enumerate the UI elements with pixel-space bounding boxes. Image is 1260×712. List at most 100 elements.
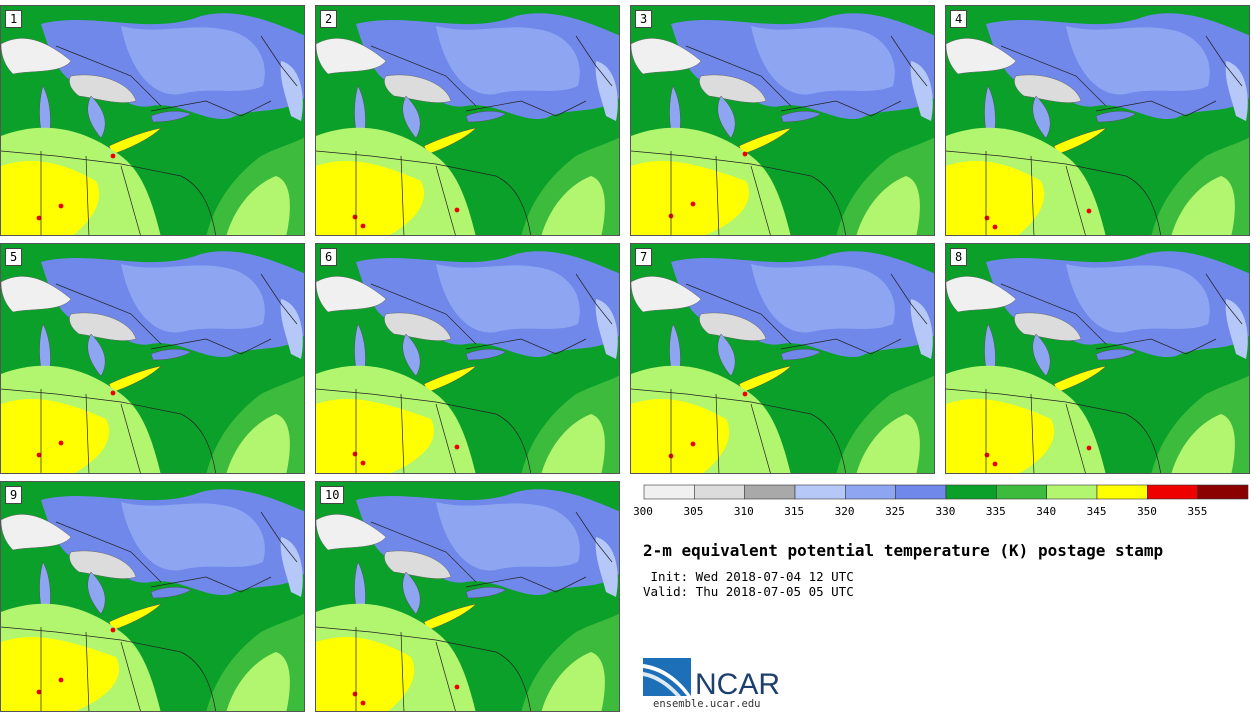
hot-spot	[36, 452, 42, 458]
hot-spot	[454, 684, 460, 690]
lake-huron	[402, 95, 421, 139]
lake-huron-area	[384, 312, 452, 341]
border-line	[1065, 403, 1086, 473]
border-line	[85, 155, 90, 235]
cool-region-east	[1225, 299, 1248, 359]
cool-region-inner	[436, 264, 580, 333]
cool-region-inner	[751, 26, 895, 95]
stamp-number: 1	[5, 10, 23, 28]
stamp-number: 6	[320, 248, 338, 266]
stamp-panel-6: 6	[315, 243, 620, 474]
border-line	[1, 150, 182, 177]
lake-superior	[946, 276, 1017, 313]
colorbar-swatch	[643, 484, 695, 500]
colorbar-swatch	[1197, 484, 1249, 500]
hot-spot	[742, 151, 748, 157]
border-line	[1065, 165, 1086, 235]
lake-huron-area	[699, 74, 767, 103]
lake-superior	[1, 276, 72, 313]
stamp-map-5	[1, 244, 304, 473]
stamp-number: 3	[635, 10, 653, 28]
lake-huron	[717, 95, 736, 139]
border-line	[370, 521, 477, 583]
border-line	[435, 641, 456, 711]
cool-region-inner	[751, 264, 895, 333]
border-line	[180, 175, 216, 235]
border-line	[575, 511, 613, 563]
cool-region-inner	[121, 502, 265, 571]
hot-spot	[1086, 208, 1092, 214]
stamp-panel-7: 7	[630, 243, 935, 474]
border-line	[150, 100, 272, 117]
hot-region	[316, 399, 434, 473]
stamp-map-10	[316, 482, 619, 711]
hot-spot	[360, 460, 366, 466]
border-line	[55, 45, 162, 107]
colorbar-tick: 300	[633, 505, 653, 518]
border-line	[55, 521, 162, 583]
hot-spot	[58, 440, 64, 446]
lake-erie	[108, 365, 162, 393]
logo-swoosh-arc-2	[643, 672, 681, 696]
atlantic-warm	[226, 176, 290, 235]
hot-region	[316, 161, 425, 235]
hot-spot	[360, 700, 366, 706]
stamp-number: 8	[950, 248, 968, 266]
lake-ontario	[150, 587, 192, 599]
lake-huron	[402, 571, 421, 615]
colorbar	[643, 484, 1249, 500]
lake-erie	[1053, 127, 1107, 155]
stamp-map-4	[946, 6, 1249, 235]
hot-spot	[58, 203, 64, 209]
cool-region-east	[595, 299, 618, 359]
border-line	[1000, 283, 1107, 345]
hot-spot	[454, 207, 460, 213]
lake-superior	[631, 38, 702, 75]
cool-region-east	[910, 299, 933, 359]
hot-spot	[352, 451, 358, 457]
stamp-number: 4	[950, 10, 968, 28]
border-line	[685, 45, 792, 107]
stamp-panel-8: 8	[945, 243, 1250, 474]
border-line	[495, 651, 531, 711]
lake-ontario	[1095, 349, 1137, 361]
cool-region-inner	[436, 502, 580, 571]
hot-spot	[58, 677, 64, 683]
border-line	[1000, 45, 1107, 107]
lake-huron	[717, 333, 736, 377]
cool-region-inner	[1066, 26, 1210, 95]
lake-huron	[87, 95, 106, 139]
border-line	[1125, 175, 1161, 235]
coastal-strip	[171, 362, 261, 444]
border-line	[85, 393, 90, 473]
stamp-panel-3: 3	[630, 5, 935, 236]
border-line	[400, 155, 405, 235]
colorbar-tick: 330	[935, 505, 956, 518]
border-line	[316, 388, 497, 415]
atlantic-warm	[541, 414, 605, 473]
border-line	[1095, 338, 1217, 355]
colorbar-swatch	[945, 484, 997, 500]
lake-superior	[946, 38, 1017, 75]
stamp-map-6	[316, 244, 619, 473]
border-line	[946, 150, 1127, 177]
coastal-strip	[171, 124, 261, 206]
border-line	[55, 283, 162, 345]
lake-huron	[1032, 333, 1051, 377]
border-line	[1030, 155, 1035, 235]
lake-huron-area	[69, 312, 137, 341]
border-line	[750, 403, 771, 473]
hot-spot	[1086, 445, 1092, 451]
coastal-strip	[1116, 124, 1206, 206]
border-line	[810, 413, 846, 473]
cool-region-east	[1225, 61, 1248, 121]
hot-spot	[360, 223, 366, 229]
border-line	[316, 150, 497, 177]
border-line	[715, 155, 720, 235]
hot-spot	[36, 215, 42, 221]
cool-region-east	[910, 61, 933, 121]
cool-region-east	[280, 61, 303, 121]
lake-ontario	[465, 587, 507, 599]
colorbar-swatch	[694, 484, 745, 500]
border-line	[685, 283, 792, 345]
